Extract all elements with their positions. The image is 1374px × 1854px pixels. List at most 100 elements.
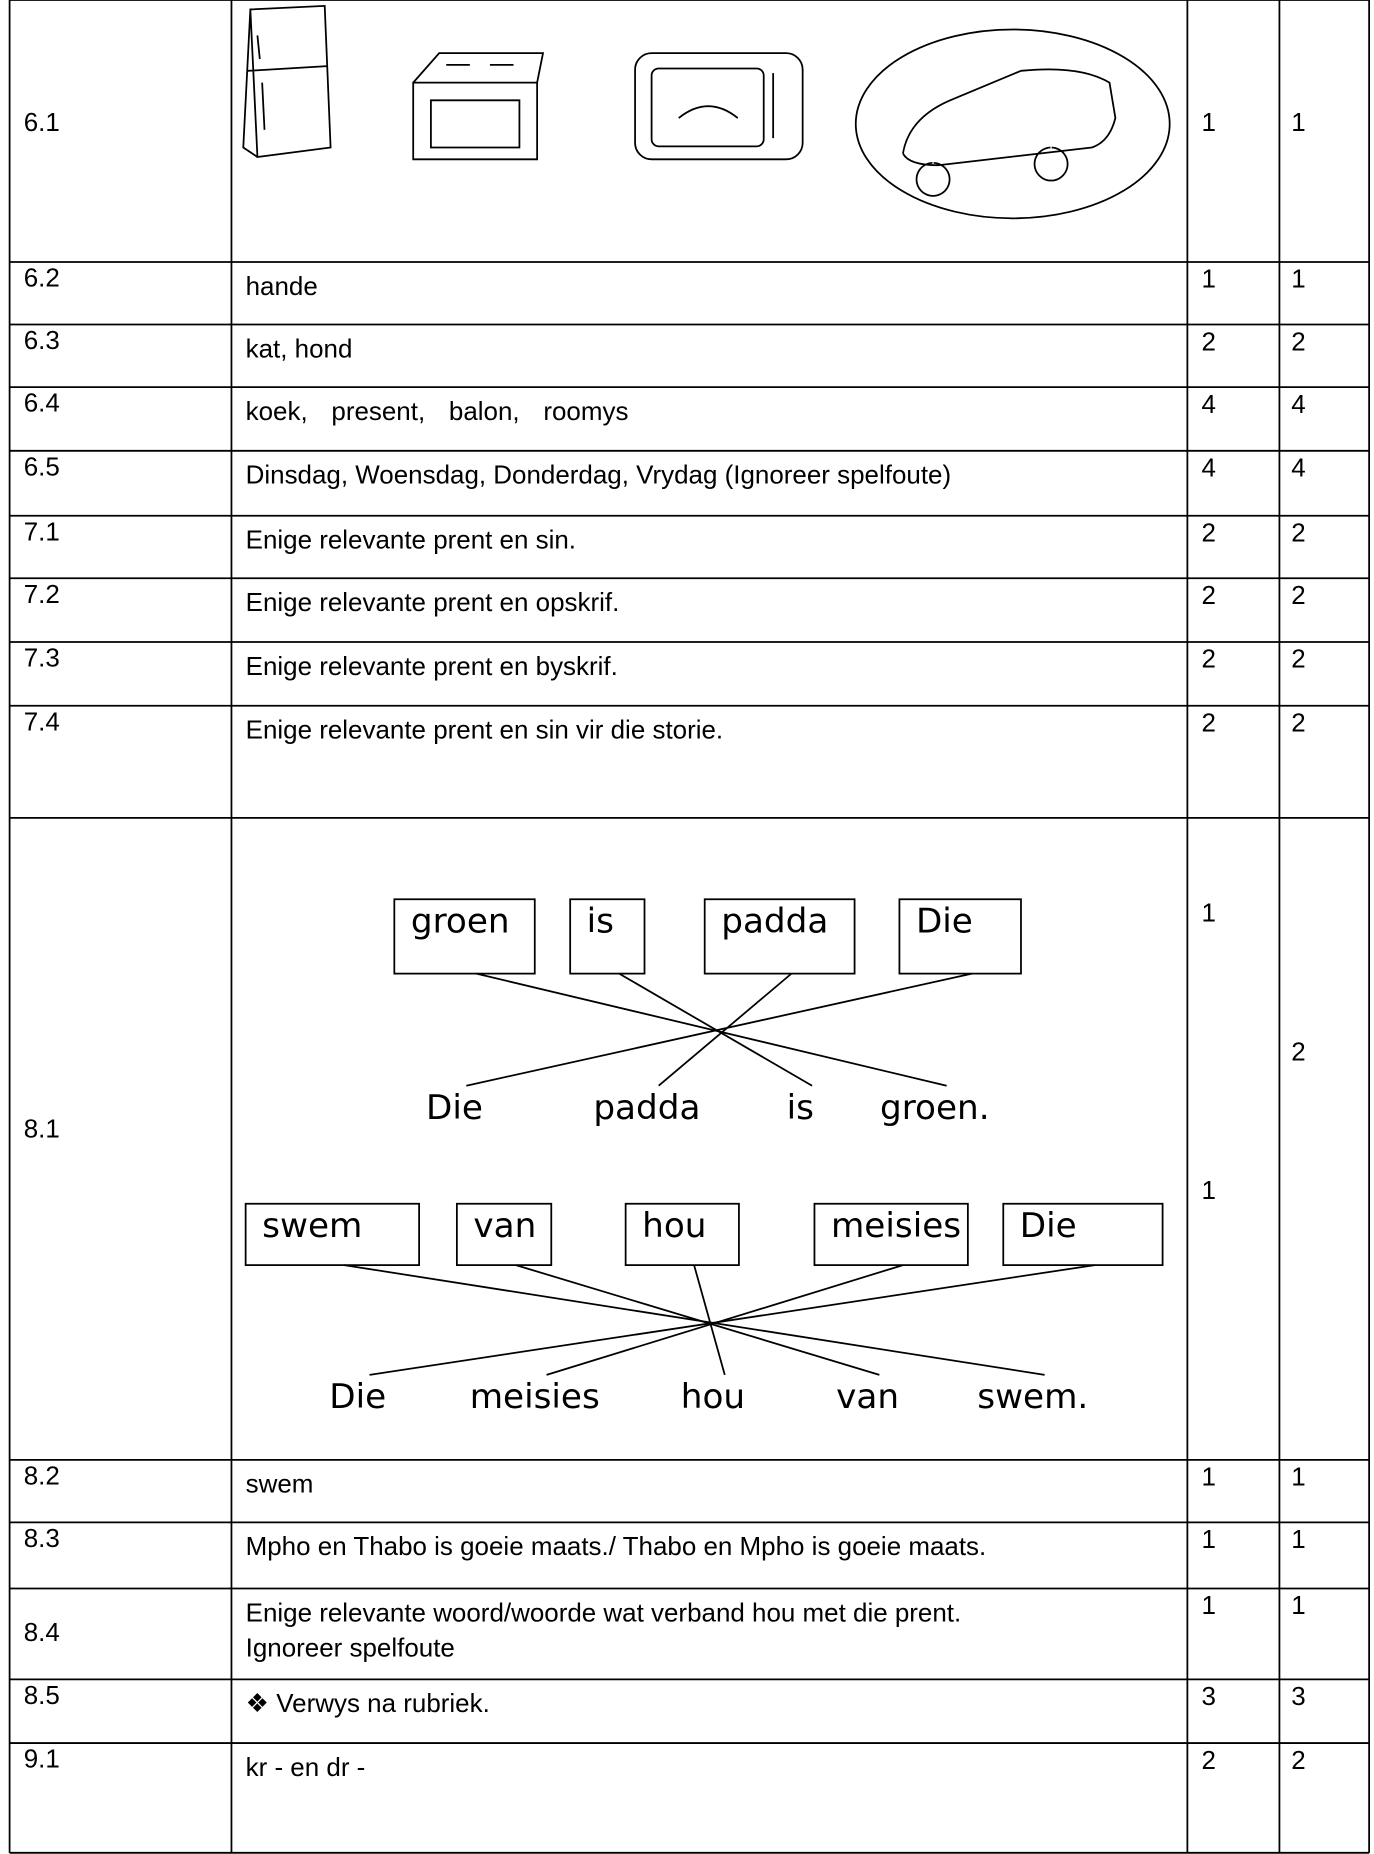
- answer-text: Enige relevante woord/woorde wat verband…: [246, 1597, 962, 1627]
- question-number: 6.5: [24, 451, 60, 481]
- question-number: 6.1: [24, 107, 60, 137]
- sentence-word: meisies: [470, 1377, 600, 1417]
- stove-icon: [412, 52, 545, 161]
- microwave-door: [650, 67, 765, 148]
- box-word: Die: [1020, 1206, 1077, 1246]
- answer-text: Mpho en Thabo is goeie maats./ Thabo en …: [246, 1531, 987, 1561]
- box-word: Die: [916, 901, 973, 941]
- word-box: [393, 898, 536, 975]
- word-box: [455, 1202, 553, 1266]
- mark: 2: [1202, 1745, 1216, 1775]
- question-number: 8.4: [24, 1617, 60, 1647]
- total-mark: 1: [1291, 1462, 1305, 1492]
- mark: 4: [1202, 453, 1216, 483]
- question-number: 8.2: [24, 1460, 60, 1490]
- question-number: 9.1: [24, 1744, 60, 1774]
- question-number: 8.5: [24, 1680, 60, 1710]
- total-mark: 2: [1291, 326, 1305, 356]
- box-word: hou: [642, 1206, 706, 1246]
- mark: 1: [1202, 264, 1216, 294]
- total-mark: 3: [1291, 1681, 1305, 1711]
- word-box: [813, 1202, 969, 1266]
- connector: [546, 1264, 904, 1376]
- box-word: van: [473, 1206, 536, 1246]
- box-word: is: [587, 901, 614, 941]
- sentence-word: van: [836, 1377, 899, 1417]
- total-mark: 2: [1291, 1037, 1305, 1067]
- question-number: 7.3: [24, 643, 60, 673]
- connector: [693, 1264, 726, 1376]
- box-word: groen: [411, 901, 510, 941]
- mark: 4: [1202, 389, 1216, 419]
- answer-text: Enige relevante prent en byskrif.: [246, 651, 618, 681]
- word-box: [624, 1202, 740, 1266]
- word-box: [898, 898, 1022, 975]
- answer-text: hande: [246, 271, 318, 301]
- mark: 2: [1202, 580, 1216, 610]
- answer-text: swem: [246, 1469, 314, 1499]
- mark: 1: [1202, 1175, 1216, 1205]
- answer-text: Verwys na rubriek.: [276, 1688, 489, 1718]
- total-mark: 2: [1291, 644, 1305, 674]
- fridge-icon: [242, 4, 332, 158]
- question-number: 6.4: [24, 388, 60, 418]
- mark: 3: [1202, 1681, 1216, 1711]
- connector: [369, 1264, 1095, 1376]
- total-mark: 1: [1291, 107, 1305, 137]
- answer-text: kat, hond: [246, 333, 353, 363]
- sentence-word: hou: [681, 1377, 745, 1417]
- sentence-word: groen.: [880, 1088, 990, 1128]
- car-circle: [854, 28, 1171, 220]
- answer-text: koek, present, balon, roomys: [246, 396, 629, 426]
- sentence-word: is: [787, 1088, 814, 1128]
- microwave-icon: [634, 52, 804, 161]
- total-mark: 1: [1291, 264, 1305, 294]
- mark: 1: [1202, 107, 1216, 137]
- question-number: 7.2: [24, 579, 60, 609]
- connector: [476, 972, 947, 1087]
- word-box: [1002, 1202, 1164, 1266]
- sentence-word: swem.: [977, 1377, 1088, 1417]
- bullet: ❖: [246, 1688, 269, 1718]
- connector: [658, 972, 793, 1087]
- mark: 1: [1202, 1590, 1216, 1620]
- mark: 1: [1202, 897, 1216, 927]
- word-order-diagram: groen is padda Die Die padda is groen. swem van ho…: [244, 898, 1164, 1417]
- box-word: meisies: [831, 1206, 961, 1246]
- illustrations: [242, 4, 1171, 220]
- answer-text: Enige relevante prent en sin.: [246, 525, 576, 555]
- total-mark: 2: [1291, 707, 1305, 737]
- mark: 1: [1202, 1462, 1216, 1492]
- sentence-word: Die: [329, 1377, 386, 1417]
- mark: 1: [1202, 1524, 1216, 1554]
- total-mark: 4: [1291, 389, 1305, 419]
- mark: 2: [1202, 644, 1216, 674]
- word-box: [569, 898, 646, 975]
- question-number: 8.3: [24, 1523, 60, 1553]
- question-number: 6.2: [24, 263, 60, 293]
- answer-text: kr - en dr -: [246, 1752, 366, 1782]
- total-mark: 1: [1291, 1590, 1305, 1620]
- microwave-detail: [678, 73, 775, 139]
- connector: [515, 1264, 880, 1376]
- sentence-word: Die: [426, 1088, 483, 1128]
- answer-text: Dinsdag, Woensdag, Donderdag, Vrydag (Ig…: [246, 460, 952, 490]
- question-number: 8.1: [24, 1113, 60, 1143]
- sentence-word: padda: [593, 1088, 700, 1128]
- word-box: [703, 898, 856, 975]
- answer-text: Enige relevante prent en opskrif.: [246, 587, 620, 617]
- total-mark: 2: [1291, 1745, 1305, 1775]
- car-icon: [902, 68, 1117, 197]
- mark: 2: [1202, 707, 1216, 737]
- answer-text: Enige relevante prent en sin vir die sto…: [246, 715, 724, 745]
- total-mark: 2: [1291, 580, 1305, 610]
- connector: [344, 1264, 1045, 1376]
- total-mark: 2: [1291, 517, 1305, 547]
- question-number: 7.4: [24, 706, 60, 736]
- mark: 2: [1202, 517, 1216, 547]
- question-number: 6.3: [24, 325, 60, 355]
- answer-text: Ignoreer spelfoute: [246, 1633, 455, 1663]
- mark: 2: [1202, 326, 1216, 356]
